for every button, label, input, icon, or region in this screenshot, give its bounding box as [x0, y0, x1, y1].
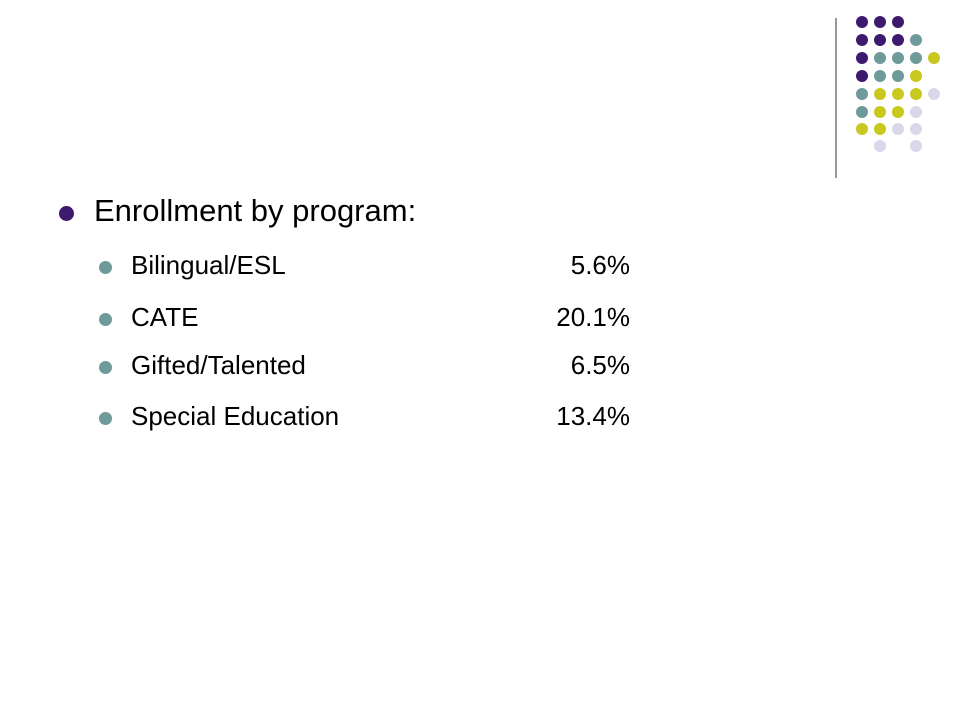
- dot: [874, 16, 886, 28]
- dot: [874, 106, 886, 118]
- dot: [892, 52, 904, 64]
- dot: [856, 106, 868, 118]
- bullet: [99, 313, 112, 326]
- dot: [928, 52, 940, 64]
- item-label: Bilingual/ESL: [131, 250, 286, 280]
- dot: [910, 140, 922, 152]
- dot: [874, 123, 886, 135]
- item-value: 5.6%: [570, 250, 630, 280]
- dot: [910, 34, 922, 46]
- dot: [856, 52, 868, 64]
- dot: [892, 16, 904, 28]
- bullet: [99, 412, 112, 425]
- dot: [856, 34, 868, 46]
- dot: [856, 123, 868, 135]
- dot: [892, 88, 904, 100]
- decoration: [835, 16, 940, 178]
- item-value: 20.1%: [556, 302, 630, 332]
- dot: [892, 70, 904, 82]
- item-value: 6.5%: [570, 350, 630, 380]
- dot: [910, 70, 922, 82]
- dot: [892, 106, 904, 118]
- dot: [856, 88, 868, 100]
- dot: [910, 123, 922, 135]
- dot-grid: [856, 16, 940, 152]
- bullet: [59, 206, 74, 221]
- dot: [892, 123, 904, 135]
- heading: Enrollment by program:: [94, 193, 417, 228]
- item-label: CATE: [131, 302, 199, 332]
- dot: [928, 88, 940, 100]
- item-value: 13.4%: [556, 401, 630, 431]
- dot: [910, 88, 922, 100]
- dot: [874, 88, 886, 100]
- item-label: Gifted/Talented: [131, 350, 306, 380]
- dot: [874, 52, 886, 64]
- dot: [874, 70, 886, 82]
- dot: [856, 70, 868, 82]
- dot: [892, 34, 904, 46]
- dot: [910, 52, 922, 64]
- dot: [910, 106, 922, 118]
- dot: [874, 140, 886, 152]
- dot: [856, 16, 868, 28]
- bullet: [99, 261, 112, 274]
- dot: [874, 34, 886, 46]
- item-label: Special Education: [131, 401, 340, 431]
- bullet: [99, 361, 112, 374]
